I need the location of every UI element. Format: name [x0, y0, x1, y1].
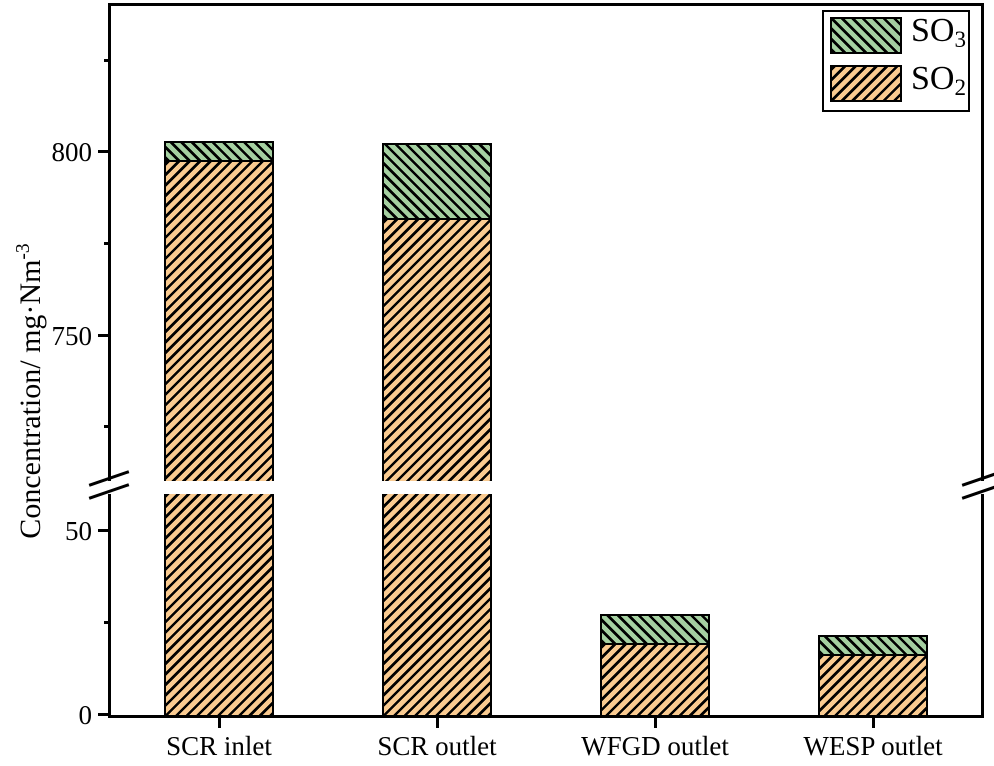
y-axis-title-text: Concentration/ mg·Nm — [14, 259, 47, 539]
x-tick — [435, 718, 439, 728]
y-tick-major — [98, 528, 111, 532]
legend-swatch-so3 — [830, 16, 902, 54]
bar-segment-so2-wesp-outlet — [818, 654, 928, 715]
bar-segment-so2-scr-inlet — [164, 159, 274, 482]
x-tick — [871, 718, 875, 728]
legend-swatch-so2 — [830, 64, 902, 102]
bar-segment-so2-scr-outlet — [382, 494, 492, 715]
y-axis-title: Concentration/ mg·Nm-3 — [6, 171, 47, 611]
x-tick — [217, 718, 221, 728]
x-tick-label: WFGD outlet — [581, 731, 729, 761]
bar-segment-so3-scr-inlet — [164, 141, 274, 160]
y-tick-label: 50 — [65, 515, 92, 546]
y-tick-minor — [104, 242, 111, 245]
y-tick-minor — [104, 425, 111, 429]
y-tick-minor — [104, 58, 111, 62]
x-tick-label: SCR inlet — [166, 731, 272, 761]
x-tick-label: SCR outlet — [377, 731, 497, 761]
y-axis-title-superscript: -3 — [13, 243, 34, 260]
legend-label-so2: SO2 — [911, 60, 966, 107]
bar-segment-so3-wesp-outlet — [818, 634, 928, 655]
y-tick-minor — [104, 620, 111, 624]
bar-segment-so3-scr-outlet — [382, 143, 492, 219]
legend-label-so2-subscript: 2 — [954, 74, 967, 101]
legend-label-so3: SO3 — [911, 12, 966, 59]
y-tick-label: 0 — [78, 700, 93, 730]
y-tick-major — [98, 713, 111, 716]
legend-item-so2: SO2 — [830, 60, 966, 102]
legend-item-so3: SO3 — [830, 12, 966, 54]
bar-segment-so2-wfgd-outlet — [600, 643, 710, 715]
legend: SO3 SO2 — [822, 10, 970, 112]
x-tick — [653, 718, 657, 728]
y-tick-major — [98, 150, 111, 154]
bar-segment-so3-wfgd-outlet — [600, 613, 710, 644]
y-tick-label: 800 — [51, 137, 93, 168]
bar-segment-so2-scr-outlet — [382, 218, 492, 482]
legend-label-so3-text: SO — [911, 11, 955, 49]
y-tick-label: 750 — [51, 320, 93, 351]
y-tick-major — [98, 333, 111, 337]
x-tick-label: WESP outlet — [803, 731, 943, 761]
bar-segment-so2-scr-inlet — [164, 494, 274, 715]
legend-label-so3-subscript: 3 — [954, 26, 967, 53]
plot-area — [108, 3, 984, 718]
axis-break-band — [105, 481, 987, 494]
legend-label-so2-text: SO — [911, 59, 955, 97]
